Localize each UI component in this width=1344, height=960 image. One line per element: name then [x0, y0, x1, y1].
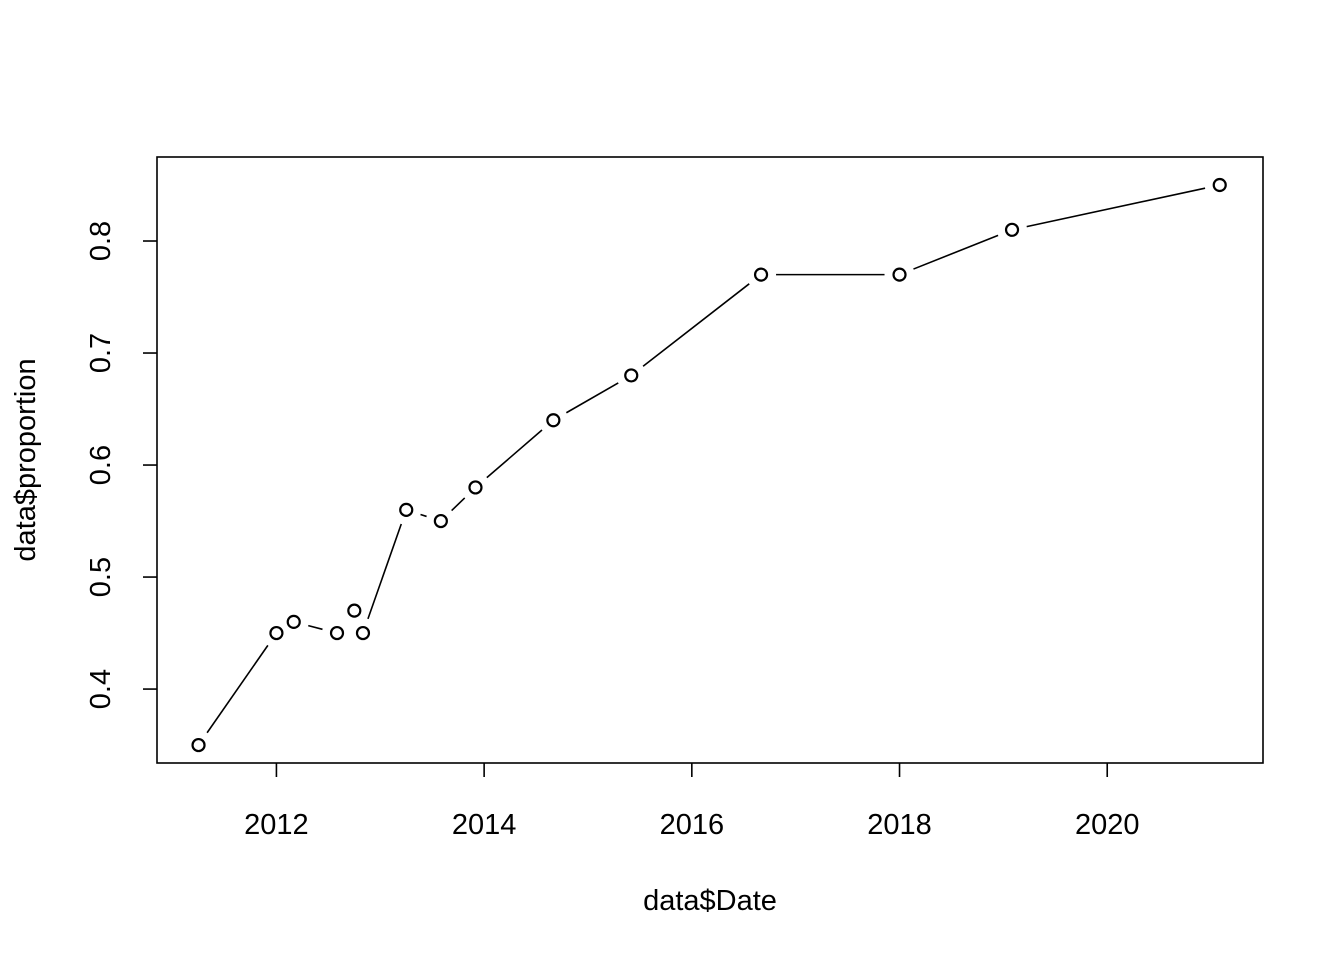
line-segment: [206, 644, 269, 734]
data-point: [546, 413, 561, 428]
x-tick-label: 2020: [1075, 809, 1140, 841]
line-segment: [486, 429, 543, 479]
series-line: [206, 187, 1206, 734]
line-segment: [565, 382, 619, 414]
y-tick-label: 0.6: [85, 445, 117, 485]
data-point: [399, 502, 414, 517]
line-segment: [420, 513, 427, 518]
data-point: [347, 603, 362, 618]
series-points: [191, 177, 1227, 753]
line-segment: [308, 624, 323, 631]
x-tick-label: 2012: [244, 809, 309, 841]
line-segment: [1026, 187, 1206, 228]
data-point: [753, 267, 769, 282]
data-point: [468, 480, 483, 495]
line-segment: [451, 497, 466, 512]
x-axis: 2012 2014 2016 2018 2020: [244, 763, 1139, 841]
x-tick-label: 2018: [867, 809, 932, 841]
y-tick-label: 0.5: [85, 557, 117, 597]
y-axis-label: data$proportion: [10, 358, 42, 561]
y-tick-label: 0.4: [85, 669, 117, 709]
data-point: [1212, 177, 1227, 193]
y-axis: 0.4 0.5 0.6 0.7 0.8: [85, 221, 157, 709]
x-tick-label: 2014: [452, 809, 517, 841]
plot-frame: [156, 156, 1264, 764]
data-point: [624, 368, 639, 383]
x-tick-label: 2016: [660, 809, 725, 841]
line-segment: [913, 234, 999, 270]
y-tick-label: 0.7: [85, 333, 117, 373]
line-segment: [367, 523, 403, 620]
y-tick-label: 0.8: [85, 221, 117, 261]
data-point: [433, 513, 448, 529]
line-segment: [642, 283, 750, 367]
data-point: [355, 625, 371, 641]
data-point: [892, 267, 907, 282]
x-axis-label: data$Date: [643, 885, 777, 917]
data-point: [329, 625, 345, 641]
data-point: [1004, 222, 1020, 237]
data-point: [191, 737, 206, 753]
data-point: [269, 625, 284, 641]
data-point: [286, 614, 301, 629]
